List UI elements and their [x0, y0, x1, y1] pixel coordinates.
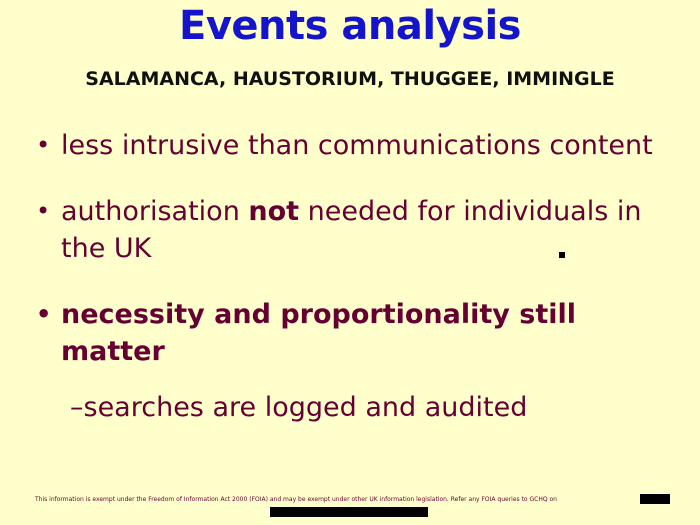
bullet-text: necessity and proportionality still matt… — [61, 299, 577, 367]
sub-bullet-item-logged: –searches are logged and audited — [70, 389, 670, 426]
square-marker — [559, 252, 565, 258]
bullet-item-authorisation: • authorisation not needed for individua… — [36, 193, 666, 267]
bullet-marker: • — [36, 300, 52, 328]
bullet-text: authorisation not needed for individuals… — [61, 193, 666, 267]
redaction-box — [640, 494, 670, 504]
bullet-marker: • — [36, 197, 51, 225]
slide-subtitle: SALAMANCA, HAUSTORIUM, THUGGEE, IMMINGLE — [85, 68, 615, 90]
bullet-text-end: needed for individuals in the UK — [61, 196, 642, 264]
sub-bullet-text: searches are logged and audited — [83, 392, 528, 423]
redaction-box — [270, 507, 428, 517]
foia-footer: This information is exempt under the Fre… — [35, 496, 557, 503]
bullet-item-necessity: • necessity and proportionality still ma… — [36, 296, 666, 370]
bullet-text-start: authorisation — [61, 196, 249, 227]
bullet-text: less intrusive than communications conte… — [61, 130, 653, 161]
sub-bullet-marker: – — [70, 392, 84, 423]
slide-title: Events analysis — [179, 3, 521, 49]
bullet-item-intrusive: • less intrusive than communications con… — [36, 127, 666, 164]
bullet-text-emphasis: not — [248, 196, 300, 227]
bullet-marker: • — [36, 131, 51, 159]
